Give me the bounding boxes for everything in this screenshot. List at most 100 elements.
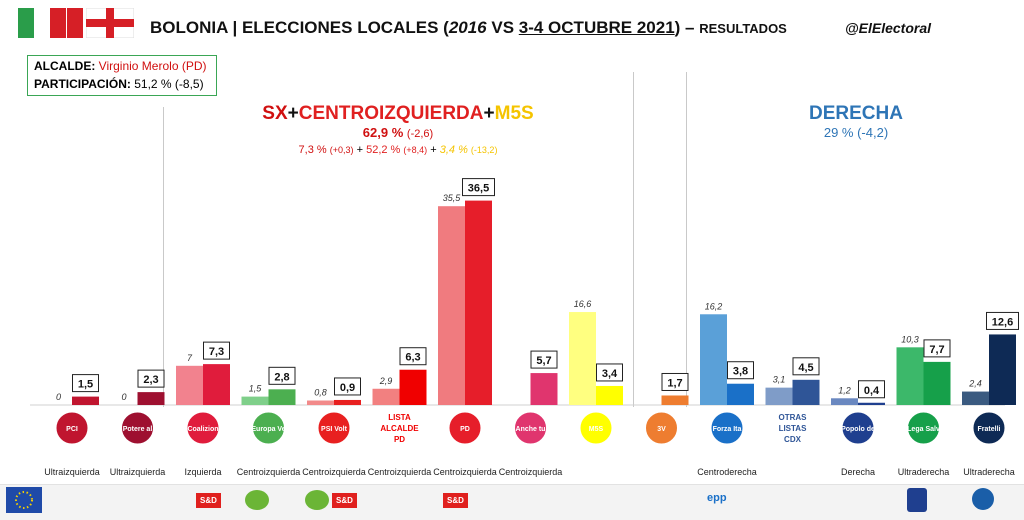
bar-2016-6 — [438, 206, 465, 405]
party-logo-text-8: M5S — [589, 426, 604, 433]
party-logo-icon-13 — [907, 411, 940, 445]
separator-left — [163, 107, 164, 407]
label-2021-1: 2,3 — [143, 374, 158, 386]
ideology-label-6: Centroizquierda — [433, 467, 497, 477]
bar-2021-11 — [792, 379, 820, 405]
label-2021-10: 3,8 — [733, 366, 748, 378]
label-box-2021-8 — [596, 363, 623, 382]
bar-2016-3 — [241, 396, 269, 405]
bar-2021-4 — [334, 399, 361, 405]
label-2021-6: 36,5 — [468, 183, 489, 195]
bar-2021-3 — [268, 389, 296, 405]
page-title: BOLONIA | ELECCIONES LOCALES (2016 VS 3-… — [150, 18, 787, 37]
bar-2021-2 — [203, 364, 230, 405]
bar-2016-5 — [372, 388, 400, 405]
footer-bar — [0, 484, 1024, 520]
ideology-label-1: Ultraizquierda — [110, 467, 166, 477]
mayor-value: Virginio Merolo (PD) — [98, 59, 207, 73]
party-logo-text-0: PCI — [66, 426, 78, 433]
footer-group-sd-1: S&D — [196, 493, 221, 508]
label-2021-2: 7,3 — [209, 346, 224, 358]
party-logo-text-2: Coalizion — [187, 426, 218, 433]
bar-2021-6 — [465, 200, 492, 405]
bar-2021-0 — [72, 396, 99, 405]
bar-2021-14 — [989, 334, 1016, 405]
ideology-label-12: Derecha — [841, 467, 875, 477]
party-logo-text-6: PD — [460, 426, 470, 433]
bar-2021-5 — [399, 369, 427, 405]
ideology-label-4: Centroizquierda — [302, 467, 366, 477]
label-box-2021-10 — [727, 361, 754, 380]
label-box-2021-11 — [792, 357, 820, 376]
bar-2016-14 — [962, 391, 989, 405]
label-2016-1: 0 — [121, 392, 126, 402]
party-logo-icon-3 — [252, 411, 285, 445]
left-coalition-title: SX+CENTROIZQUIERDA+M5S — [262, 103, 534, 124]
ideology-label-5: Centroizquierda — [368, 467, 432, 477]
party-logo-icon-7 — [514, 411, 547, 445]
party-text-5-1: ALCALDE — [380, 424, 419, 433]
label-box-2021-13 — [923, 339, 951, 358]
label-box-2021-6 — [462, 178, 495, 197]
label-box-2021-4 — [334, 377, 361, 396]
label-2021-14: 12,6 — [992, 316, 1013, 328]
bar-2016-4 — [307, 400, 334, 405]
bar-2016-12 — [831, 398, 858, 405]
right-coalition-title: DERECHA — [809, 103, 903, 124]
party-logo-icon-0 — [55, 411, 89, 445]
label-2021-5: 6,3 — [405, 352, 420, 364]
twitter-handle: @ElElectoral — [845, 20, 932, 36]
footer-group-green-2 — [305, 490, 329, 510]
ideology-label-14: Ultraderecha — [963, 467, 1015, 477]
left-coalition-breakdown: 7,3 % (+0,3) + 52,2 % (+8,4) + 3,4 % (-1… — [298, 144, 498, 156]
party-text-5-0: LISTA — [388, 413, 411, 422]
label-2016-6: 35,5 — [443, 193, 462, 203]
bar-2021-13 — [923, 361, 951, 405]
party-logo-text-14: Fratelli — [978, 426, 1001, 433]
label-2016-13: 10,3 — [901, 334, 919, 344]
party-text-11-0: OTRAS — [779, 413, 808, 422]
label-2016-4: 0,8 — [314, 388, 327, 398]
party-logo-icon-2 — [186, 411, 220, 445]
italy-flag-icon — [18, 8, 66, 38]
footer-group-epp: epp — [707, 492, 727, 504]
label-2021-3: 2,8 — [274, 371, 289, 383]
bar-2021-7 — [530, 373, 558, 405]
ideology-label-13: Ultraderecha — [898, 467, 950, 477]
footer-group-id-icon — [907, 488, 927, 512]
info-box: ALCALDE: Virginio Merolo (PD) PARTICIPAC… — [27, 55, 217, 96]
label-2016-10: 16,2 — [705, 301, 723, 311]
label-2021-0: 1,5 — [78, 379, 93, 391]
party-logo-icon-8 — [579, 411, 613, 445]
ideology-label-0: Ultraizquierda — [44, 467, 100, 477]
footer-group-green-1 — [245, 490, 269, 510]
bar-2016-2 — [176, 365, 203, 405]
turnout-label: PARTICIPACIÓN: — [34, 77, 131, 91]
party-text-5-2: PD — [394, 435, 405, 444]
footer-group-sd-3: S&D — [443, 493, 468, 508]
mayor-label: ALCALDE: — [34, 59, 96, 73]
party-logo-text-7: Anche tu — [516, 426, 546, 433]
separator-center — [633, 72, 634, 407]
label-2016-11: 3,1 — [773, 375, 786, 385]
party-logo-icon-1 — [121, 411, 154, 445]
party-logo-text-12: Popolo de — [841, 426, 875, 433]
bar-2021-8 — [596, 385, 623, 405]
footer-group-ecr-icon — [972, 488, 994, 510]
party-text-11-1: LISTAS — [779, 424, 808, 433]
bar-2021-10 — [727, 383, 754, 405]
party-logo-icon-6 — [448, 411, 482, 445]
label-2016-5: 2,9 — [379, 376, 393, 386]
ideology-label-7: Centroizquierda — [499, 467, 563, 477]
ideology-label-10: Centroderecha — [697, 467, 757, 477]
bar-2016-10 — [700, 314, 727, 405]
label-2016-8: 16,6 — [574, 299, 592, 309]
label-2021-4: 0,9 — [340, 382, 355, 394]
label-box-2021-3 — [268, 366, 296, 385]
label-box-2021-5 — [399, 347, 427, 366]
right-coalition-total: 29 % (-4,2) — [823, 125, 889, 140]
ideology-label-3: Centroizquierda — [237, 467, 301, 477]
label-2021-7: 5,7 — [536, 355, 551, 367]
party-text-11-2: CDX — [784, 435, 802, 444]
bar-2016-13 — [896, 347, 924, 405]
